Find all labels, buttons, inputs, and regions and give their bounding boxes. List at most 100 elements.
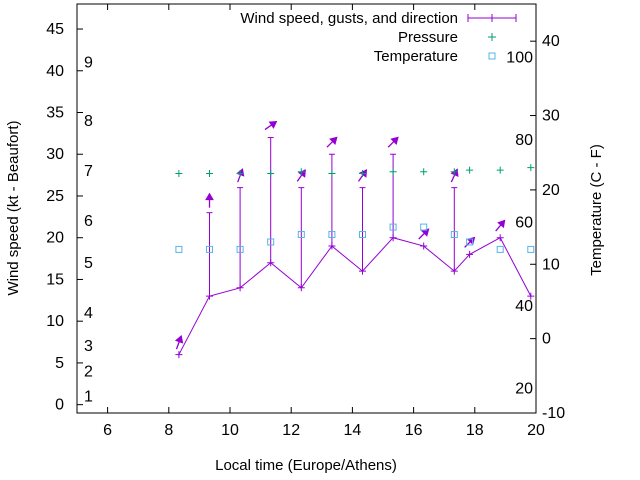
pressure-point — [175, 169, 183, 177]
wind-direction-arrow — [326, 136, 338, 148]
plot-frame — [76, 3, 537, 414]
wind-speed-point — [389, 234, 397, 242]
beaufort-label: 8 — [84, 113, 93, 130]
x-tick-label: 12 — [282, 422, 300, 439]
x-axis-label: Local time (Europe/Athens) — [215, 457, 397, 474]
temperature-point — [358, 231, 366, 239]
y-tick-label-right: 30 — [542, 108, 560, 125]
y-tick-label-left: 20 — [46, 230, 64, 247]
wind-direction-arrow — [264, 120, 278, 131]
wind-speed-point — [297, 284, 305, 292]
pressure-point — [466, 166, 474, 174]
beaufort-label: 5 — [84, 255, 93, 272]
gust-bars — [206, 137, 458, 297]
temperature-point — [205, 245, 213, 253]
wind-direction-arrow — [174, 335, 184, 350]
pressure-point — [358, 169, 366, 177]
x-tick-label: 8 — [164, 422, 173, 439]
fahrenheit-label: 20 — [515, 380, 533, 397]
pressure-point — [527, 164, 535, 172]
pressure-point — [496, 166, 504, 174]
wind-direction-arrow-head — [390, 136, 399, 145]
temperature-point — [496, 245, 504, 253]
legend-label-temperature: Temperature — [374, 48, 458, 65]
wind-speed-point — [236, 284, 244, 292]
wind-direction-arrow — [495, 219, 506, 232]
y-tick-label-left: 5 — [55, 355, 64, 372]
fahrenheit-label: 60 — [515, 215, 533, 232]
axis-ticks: 6 8 10 12 14 16 18 20051015202530354045-1001020… — [46, 4, 565, 439]
beaufort-label: 3 — [84, 338, 93, 355]
y-tick-label-left: 15 — [46, 271, 64, 288]
x-tick-label: 10 — [221, 422, 239, 439]
pressure-series — [175, 164, 535, 177]
temperature-point — [466, 238, 474, 246]
temperature-point — [389, 223, 397, 231]
wind-direction-arrow — [205, 192, 214, 208]
wind-direction-arrows — [174, 120, 506, 350]
x-tick-label: 20 — [527, 422, 545, 439]
beaufort-label: 2 — [84, 363, 93, 380]
pressure-point — [420, 168, 428, 176]
temperature-point — [527, 245, 535, 253]
beaufort-label: 9 — [84, 54, 93, 71]
pressure-point — [267, 169, 275, 177]
x-tick-label: 6 — [103, 422, 112, 439]
y-tick-label-right: 40 — [542, 33, 560, 50]
y-tick-label-right: 0 — [542, 331, 551, 348]
y-tick-label-left: 0 — [55, 397, 64, 414]
wind-speed-point — [527, 292, 535, 300]
temperature-point — [450, 231, 458, 239]
temperature-point — [328, 231, 336, 239]
wind-speed-point — [328, 242, 336, 250]
y-tick-label-right: 20 — [542, 182, 560, 199]
fahrenheit-label: 40 — [515, 298, 533, 315]
wind-speed-series — [175, 234, 535, 359]
y-tick-label-left: 30 — [46, 146, 64, 163]
legend-label-pressure: Pressure — [398, 29, 458, 46]
x-tick-label: 16 — [405, 422, 423, 439]
temperature-point — [420, 223, 428, 231]
beaufort-label: 6 — [84, 213, 93, 230]
fahrenheit-scale-labels: 20 40 60 80 100 — [506, 50, 533, 398]
legend: Wind speed, gusts, and direction Pressur… — [240, 10, 517, 65]
legend-label-wind: Wind speed, gusts, and direction — [240, 10, 458, 27]
fahrenheit-label: 100 — [506, 50, 533, 67]
x-tick-label: 14 — [344, 422, 362, 439]
wind-speed-point — [205, 292, 213, 300]
y-axis-label-left: Wind speed (kt - Beaufort) — [5, 120, 22, 295]
wind-direction-arrow — [387, 136, 399, 148]
wind-speed-point — [466, 250, 474, 258]
wind-speed-line — [178, 237, 532, 355]
beaufort-scale-labels: 1 2 3 4 5 6 7 8 9 — [84, 54, 93, 405]
y-tick-label-left: 35 — [46, 105, 64, 122]
wind-direction-arrow-head — [268, 120, 278, 129]
legend-swatch-pressure — [488, 33, 496, 41]
wind-speed-point — [358, 267, 366, 275]
y-tick-label-left: 40 — [46, 63, 64, 80]
wind-speed-point — [450, 267, 458, 275]
beaufort-label: 7 — [84, 163, 93, 180]
fahrenheit-label: 80 — [515, 132, 533, 149]
wind-direction-arrow-head — [205, 192, 214, 201]
wind-direction-arrow-head — [298, 169, 306, 178]
temperature-point — [267, 238, 275, 246]
legend-swatch-wind-marker — [467, 14, 517, 22]
pressure-point — [236, 169, 244, 177]
temperature-point — [236, 245, 244, 253]
x-tick-label: 18 — [466, 422, 484, 439]
y-tick-label-right: 10 — [542, 256, 560, 273]
y-axis-label-right: Temperature (C - F) — [588, 144, 605, 276]
temperature-point — [175, 245, 183, 253]
wind-direction-arrow-head — [329, 136, 338, 145]
y-tick-label-left: 10 — [46, 313, 64, 330]
temperature-series — [175, 223, 535, 253]
wind-direction-arrow — [418, 228, 430, 240]
wind-speed-point — [267, 259, 275, 267]
beaufort-label: 4 — [84, 305, 93, 322]
legend-swatch-temperature — [488, 52, 496, 60]
pressure-point — [389, 168, 397, 176]
temperature-point — [297, 231, 305, 239]
beaufort-label: 1 — [84, 388, 93, 405]
